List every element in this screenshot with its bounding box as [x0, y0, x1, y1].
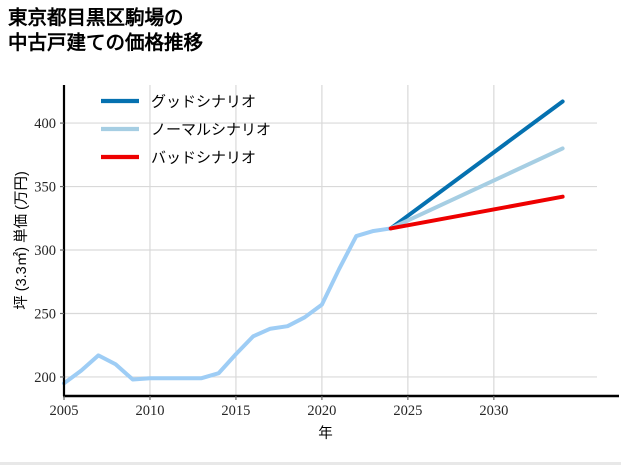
- legend-label-1: ノーマルシナリオ: [151, 123, 271, 139]
- x-tick-label-2030: 2030: [479, 403, 508, 419]
- series-line-実績: [62, 226, 393, 386]
- x-tick-label-2010: 2010: [135, 403, 164, 419]
- axis-titles: 年 坪 (3.3㎡) 単価 (万円): [13, 171, 333, 442]
- series-line-グッドシナリオ: [388, 99, 565, 231]
- y-tick-label-250: 250: [34, 306, 56, 322]
- x-tick-label-2005: 2005: [50, 403, 79, 419]
- bottom-divider: [0, 462, 621, 465]
- axes: [60, 85, 619, 400]
- y-axis-title: 坪 (3.3㎡) 単価 (万円): [13, 171, 30, 310]
- series-lines: [62, 99, 565, 386]
- tick-labels: 200 250 300 350 400 2005 2010 2015 2020 2025 2030: [34, 116, 508, 419]
- chart-title-line-1: 東京都目黒区駒場の: [8, 7, 184, 29]
- y-tick-label-400: 400: [34, 116, 56, 132]
- y-tick-label-350: 350: [34, 180, 56, 196]
- chart-title-line-2: 中古戸建ての価格推移: [8, 32, 204, 54]
- x-tick-label-2015: 2015: [221, 403, 250, 419]
- y-tick-label-200: 200: [34, 370, 56, 386]
- series-line-バッドシナリオ: [388, 194, 565, 231]
- x-tick-label-2025: 2025: [393, 403, 422, 419]
- chart-title: 東京都目黒区駒場の 中古戸建ての価格推移: [8, 6, 448, 56]
- legend-label-2: バッドシナリオ: [151, 151, 256, 167]
- x-axis-title: 年: [318, 425, 333, 442]
- legend-label-0: グッドシナリオ: [151, 94, 256, 111]
- x-tick-label-2020: 2020: [307, 403, 336, 419]
- gridlines: [63, 85, 597, 396]
- y-tick-label-300: 300: [34, 243, 56, 259]
- series-line-ノーマルシナリオ: [388, 146, 565, 231]
